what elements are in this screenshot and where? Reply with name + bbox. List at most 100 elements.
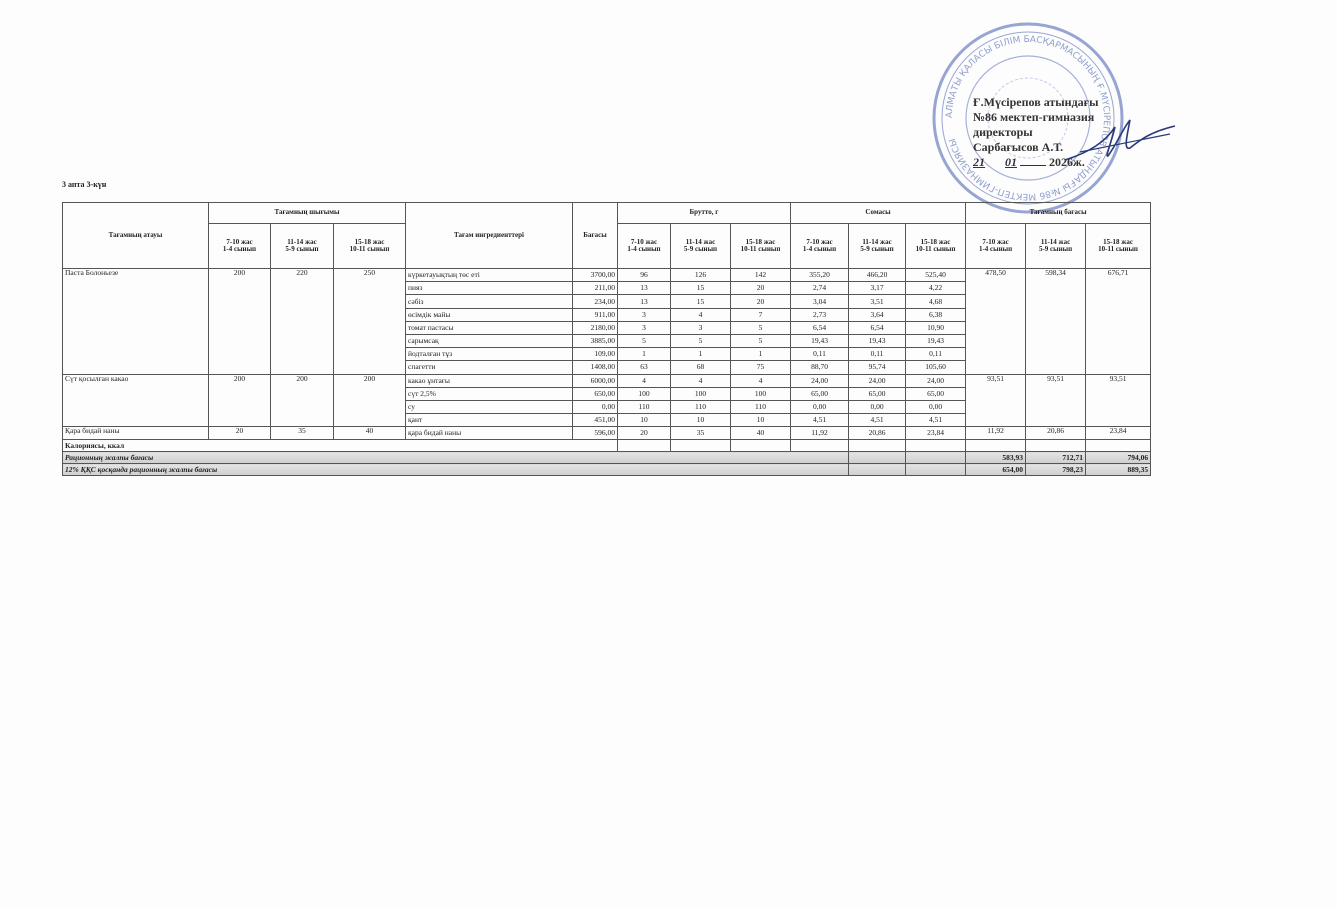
ingredient-price: 650,00 [572, 386, 618, 401]
table-row: су 0,00 110 110 110 0,00 0,00 0,00 [63, 399, 1151, 415]
age-label: 15-18 жас [920, 237, 951, 246]
empty-cell [790, 439, 850, 453]
ingredient-brutto: 1 [729, 347, 792, 362]
ingredient-sum: 19,43 [905, 333, 967, 349]
ingredient-sum: 6,54 [790, 320, 850, 335]
ingredient-brutto: 40 [729, 426, 792, 441]
ingredient-sum: 88,70 [790, 360, 850, 375]
day-title: 3 апта 3-күн [62, 180, 107, 189]
ingredient-sum: 4,51 [905, 413, 967, 428]
ingredient-sum: 355,20 [790, 267, 850, 283]
ingredient-sum: 24,00 [848, 373, 907, 388]
ingredient-sum: 0,11 [790, 347, 850, 362]
ingredient-brutto: 5 [729, 320, 792, 335]
table-row: Сүт қосылған какао 200 200 200 какао ұнтағы 6… [62, 373, 1152, 428]
ingredient-name: қант [405, 413, 573, 428]
ingredient-price: 596,00 [572, 426, 618, 441]
total-value: 583,93 [965, 451, 1027, 465]
ingredient-brutto: 63 [617, 360, 671, 375]
dish-price: 23,84 [1085, 426, 1152, 441]
dish-output: 40 [333, 426, 406, 441]
header-age-group: 11-14 жас 5-9 сынып [1025, 223, 1087, 269]
ingredient-brutto: 3 [617, 307, 671, 322]
empty-cell [1085, 439, 1152, 453]
ingredient-price: 911,00 [572, 307, 618, 322]
age-label: 15-18 жас [354, 237, 385, 246]
ingredient-sum: 65,00 [905, 386, 967, 401]
header-age-group: 7-10 жас 1-4 сынып [208, 223, 271, 269]
dish-output: 250 [333, 268, 406, 375]
ingredient-name: күркетауықтың төс еті [405, 267, 573, 283]
ingredient-sum: 2,74 [790, 281, 850, 296]
ingredient-sum: 0,11 [905, 347, 967, 362]
age-label: 15-18 жас [745, 237, 776, 246]
ingredient-brutto: 15 [670, 294, 731, 309]
ingredient-brutto: 100 [729, 386, 792, 401]
table-row: Паста Болоньезе 200 220 250 күркетауықтың тө… [62, 267, 1152, 375]
ingredient-sum: 0,00 [905, 399, 967, 415]
official-stamp: АЛМАТЫ ҚАЛАСЫ БІЛІМ БАСҚАРМАСЫНЫҢ Ғ.МҮСІ… [932, 22, 1124, 214]
approval-line-3: директоры [973, 125, 1033, 139]
grade-label: 10-11 сынып [1098, 245, 1138, 253]
ingredient-price: 234,00 [572, 294, 618, 309]
ingredient-sum: 525,40 [905, 267, 967, 283]
dish-name: Паста Болоньезе [62, 268, 209, 375]
grade-label: 5-9 сынып [860, 245, 894, 253]
ingredient-sum: 65,00 [790, 386, 850, 401]
total-value: 798,23 [1025, 463, 1087, 477]
ingredient-brutto: 96 [617, 267, 671, 283]
header-dish-price: Тағамның бағасы [965, 202, 1152, 224]
dish-name: Сүт қосылған какао [62, 373, 209, 428]
header-age-group: 7-10 жас 1-4 сынып [965, 223, 1027, 269]
ingredient-name: өсімдік майы [405, 307, 573, 322]
empty-cell [965, 439, 1027, 453]
ingredient-sum: 20,86 [848, 426, 907, 441]
ingredient-name: томат пастасы [405, 320, 573, 335]
ingredient-sum: 3,17 [848, 281, 907, 296]
ingredient-sum: 0,00 [848, 399, 907, 415]
total-label: 12% ҚҚС қосқанда рационның жалпы бағасы [61, 463, 850, 477]
signature [1064, 119, 1176, 161]
ingredient-sum: 4,22 [905, 281, 967, 296]
ingredient-sum: 65,00 [848, 386, 907, 401]
menu-table: Тағамның атауы Тағамның шығымы Тағам инг… [61, 202, 1152, 477]
total-value: 794,06 [1085, 451, 1152, 465]
dish-price: 598,34 [1025, 268, 1087, 375]
ingredient-price: 109,00 [572, 347, 618, 362]
ingredient-sum: 6,38 [905, 307, 967, 322]
header-age-group: 7-10 жас 1-4 сынып [790, 223, 850, 269]
total-value: 654,00 [965, 463, 1027, 477]
table-row: томат пастасы 2180,00 3 3 5 6,54 6,54 10,90 [63, 320, 1151, 335]
age-label: 7-10 жас [226, 237, 253, 246]
ingredient-sum: 19,43 [848, 333, 907, 349]
ingredient-sum: 3,04 [790, 294, 850, 309]
ingredient-brutto: 110 [670, 399, 731, 415]
ingredient-name: пияз [405, 281, 573, 296]
empty-cell [905, 451, 967, 465]
ingredient-brutto: 20 [729, 294, 792, 309]
ingredient-sum: 3,64 [848, 307, 907, 322]
approval-date: 21 01 2026ж. [973, 155, 1085, 169]
ingredient-brutto: 68 [670, 360, 731, 375]
ingredient-brutto: 100 [617, 386, 671, 401]
dish-price: 93,51 [1025, 373, 1087, 428]
grade-label: 10-11 сынып [915, 245, 956, 253]
header-price: Бағасы [572, 202, 618, 269]
age-label: 7-10 жас [630, 237, 658, 246]
ingredient-sum: 105,60 [905, 360, 967, 375]
ingredient-brutto: 4 [729, 373, 792, 388]
ingredient-name: қара бидай наны [405, 426, 573, 441]
empty-cell [670, 439, 731, 453]
header-ingredients: Тағам ингредиенттері [405, 202, 573, 269]
empty-cell [729, 439, 792, 453]
ingredient-brutto: 4 [617, 373, 671, 388]
grade-label: 5-9 сынып [683, 245, 718, 253]
table-row: сәбіз 234,00 13 15 20 3,04 3,51 4,68 [63, 294, 1151, 309]
total-value: 712,71 [1025, 451, 1087, 465]
header-age-group: 15-18 жас 10-11 сынып [333, 223, 406, 269]
empty-cell [848, 439, 907, 453]
empty-cell [848, 463, 907, 477]
dish-output: 200 [208, 268, 271, 375]
ingredient-sum: 3,51 [848, 294, 907, 309]
dish-price: 93,51 [1085, 373, 1152, 428]
